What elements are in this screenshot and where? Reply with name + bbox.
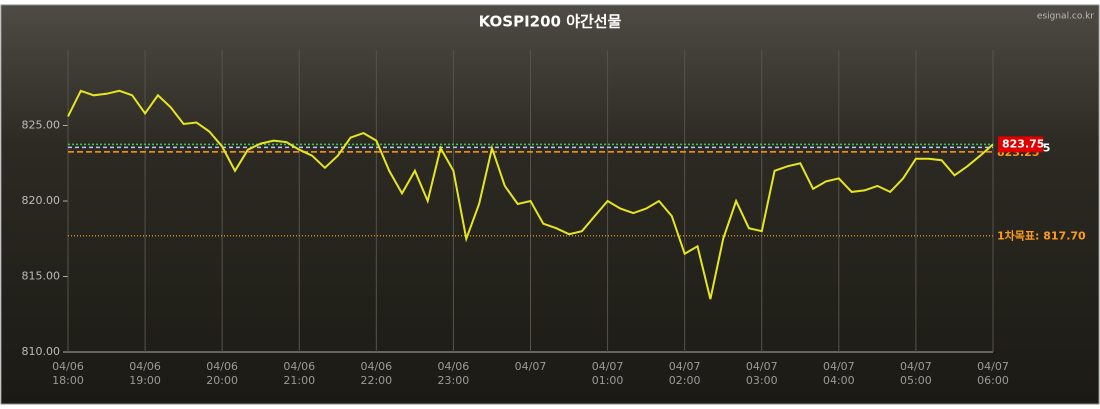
chart-title: KOSPI200 야간선물 xyxy=(479,13,622,31)
y-tick-label: 815.00 xyxy=(22,270,61,283)
watermark: esignal.co.kr xyxy=(1037,12,1094,22)
x-tick-label: 04/07 02:00 xyxy=(668,360,701,387)
x-tick-label: 04/07 xyxy=(514,360,547,373)
x-tick-label: 04/06 23:00 xyxy=(437,360,470,387)
x-tick-label: 04/06 18:00 xyxy=(52,360,84,387)
label-box xyxy=(998,136,1043,153)
y-tick-label: 825.00 xyxy=(22,119,61,132)
x-tick-label: 04/06 20:00 xyxy=(206,360,238,387)
y-tick-label: 820.00 xyxy=(22,194,61,207)
y-tick-label: 810.00 xyxy=(22,345,61,358)
x-tick-label: 04/07 05:00 xyxy=(900,360,932,387)
x-tick-label: 04/07 04:00 xyxy=(822,360,855,387)
background xyxy=(0,4,1100,405)
price-line xyxy=(67,89,994,300)
x-tick-label: 04/07 01:00 xyxy=(591,360,624,387)
x-tick-label: 04/07 06:00 xyxy=(977,360,1009,387)
x-tick-label: 04/06 19:00 xyxy=(129,360,161,387)
x-tick-label: 04/06 22:00 xyxy=(360,360,393,387)
reference-label: 823.75 xyxy=(1002,137,1044,150)
x-tick-label: 04/06 21:00 xyxy=(283,360,316,387)
reference-label: 1차목표: 817.70 xyxy=(997,229,1086,243)
x-tick-label: 04/07 03:00 xyxy=(745,360,778,387)
